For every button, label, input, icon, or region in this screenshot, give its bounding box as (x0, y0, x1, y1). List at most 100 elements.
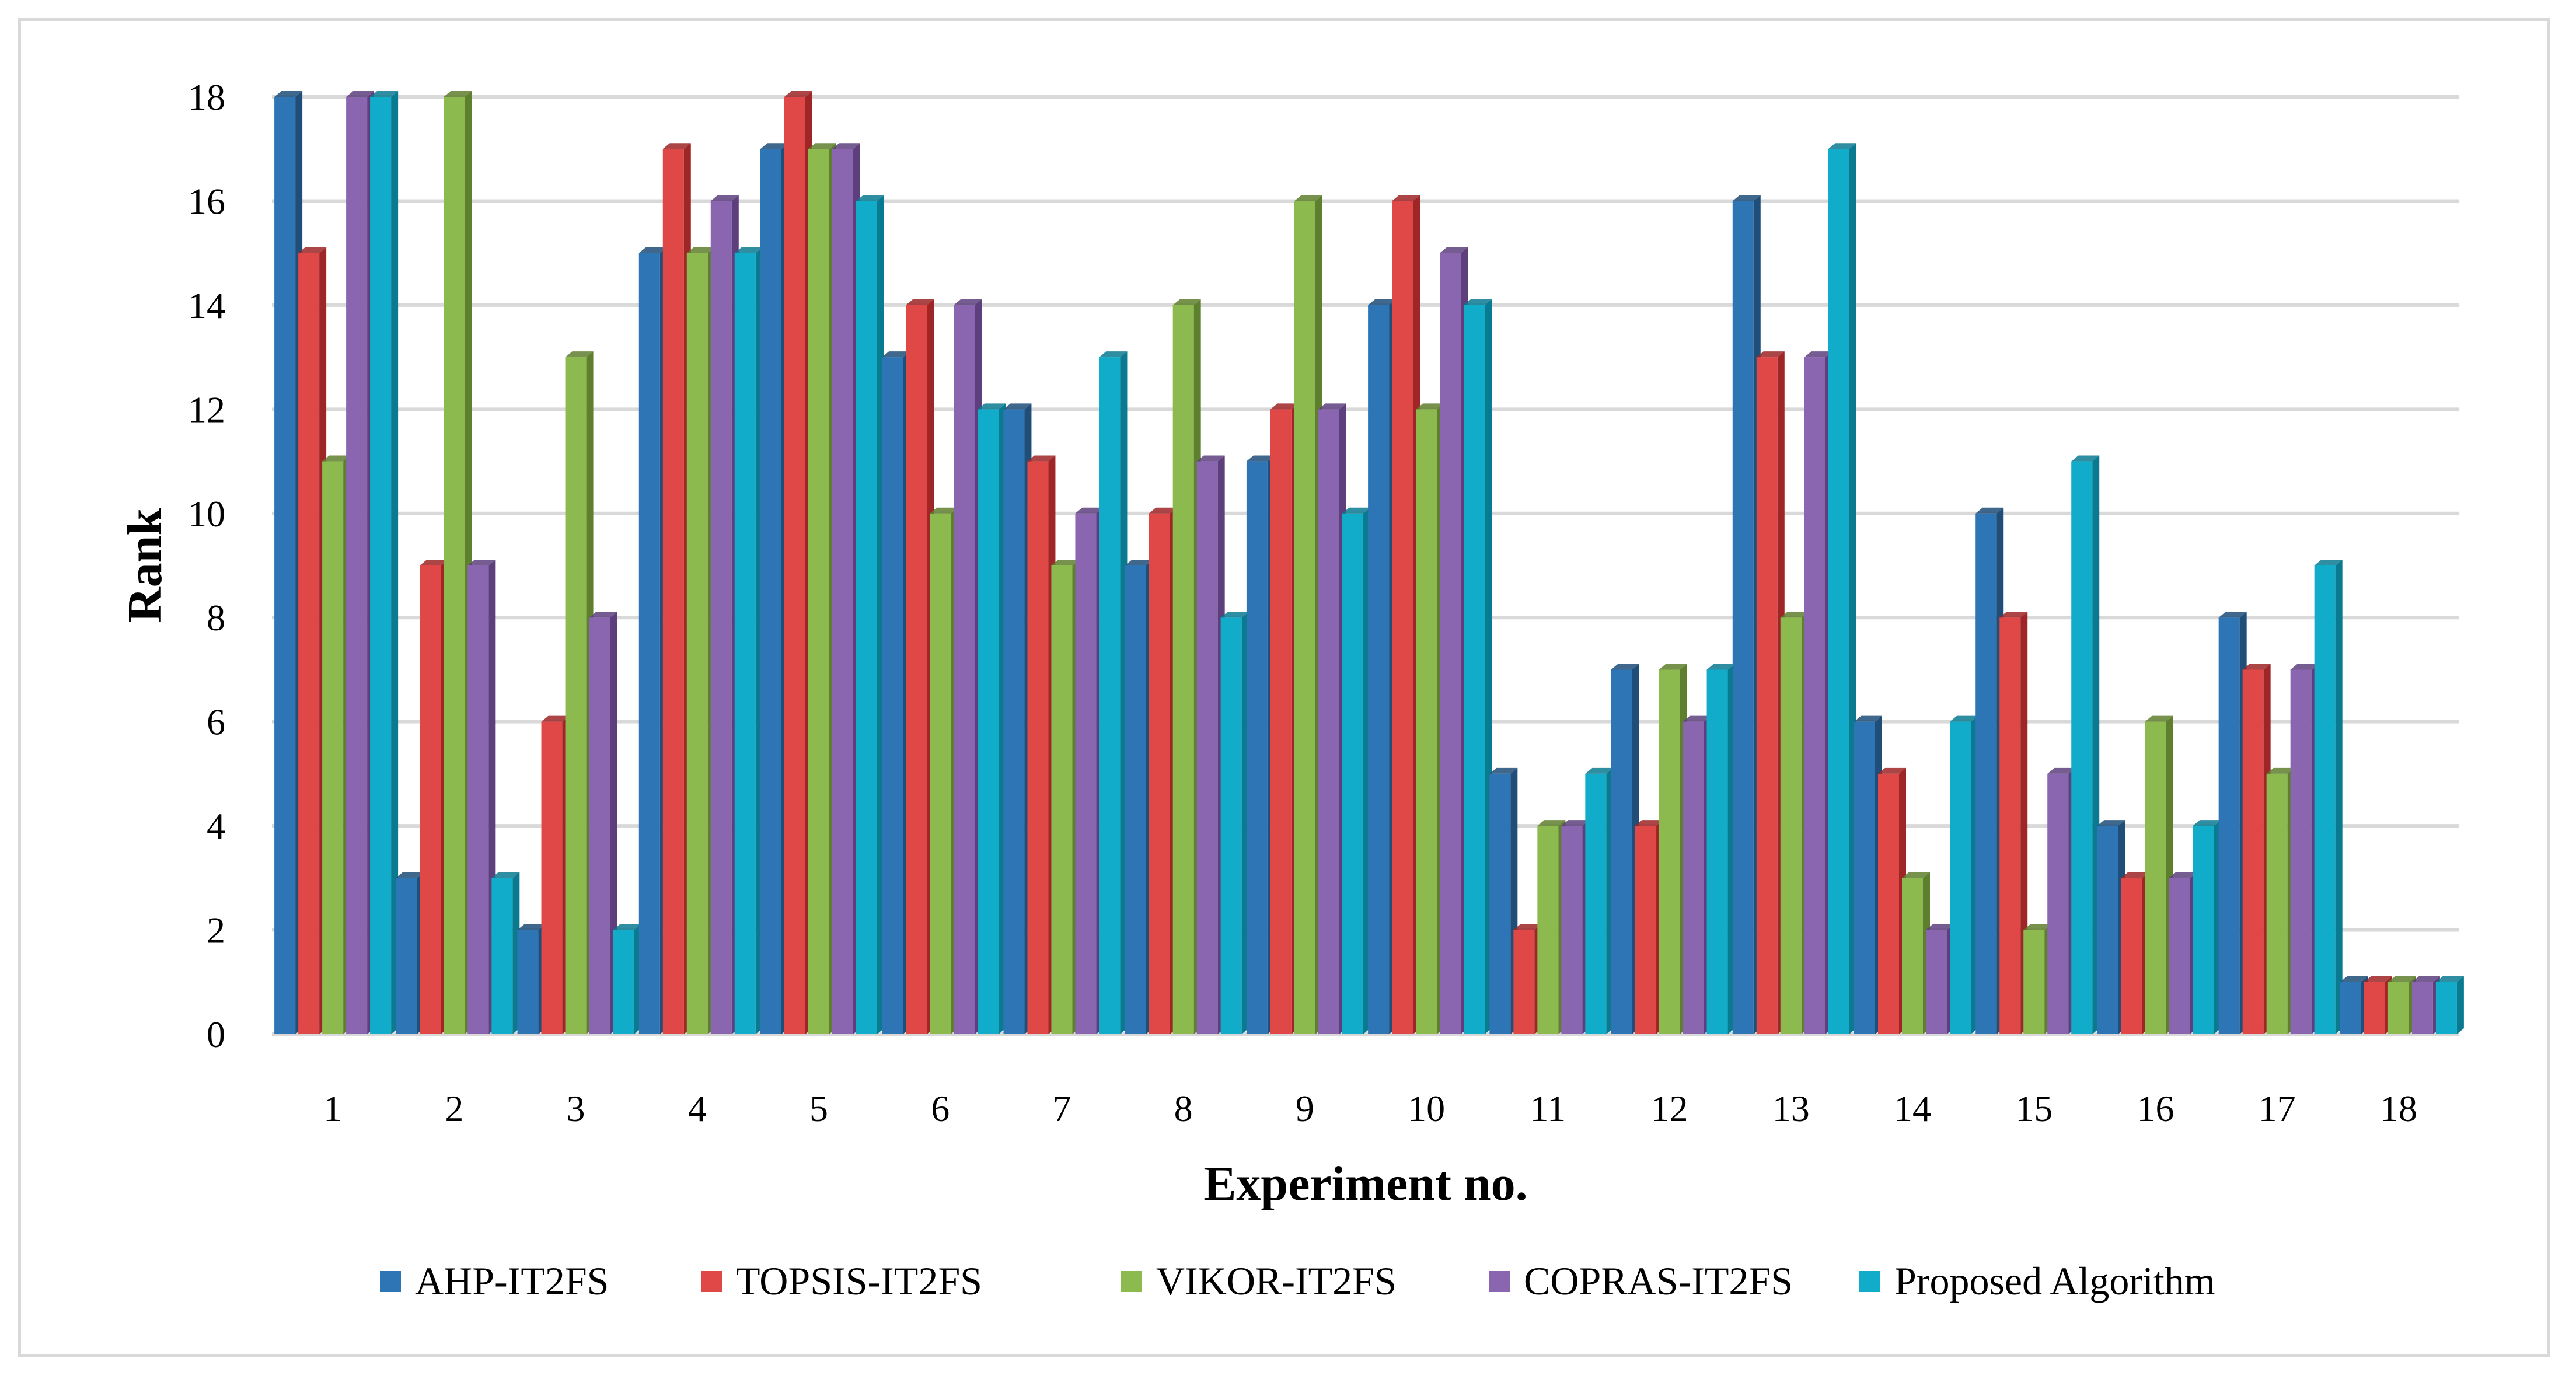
bar-top (1489, 767, 1518, 774)
bar-vikor-it2fs-exp-4 (686, 247, 715, 1035)
bar-side (391, 91, 399, 1034)
bar-front (2314, 565, 2336, 1034)
bar-ahp-it2fs-exp-14 (1854, 715, 1882, 1034)
x-tick-label: 3 (567, 1088, 585, 1129)
bar-top (1318, 403, 1346, 410)
y-tick-label: 2 (207, 910, 225, 951)
bar-top (1172, 299, 1201, 305)
bar-top (1854, 715, 1882, 722)
bar-front (2411, 982, 2433, 1034)
bar-front (541, 721, 563, 1034)
bar-copras-it2fs-exp-3 (589, 612, 617, 1034)
bar-front (1683, 721, 1704, 1034)
bar-top (2340, 976, 2368, 982)
bar-top (1220, 612, 1249, 618)
bar-top (1780, 612, 1809, 618)
bar-top (1342, 507, 1370, 514)
bar-ahp-it2fs-exp-8 (1125, 560, 1153, 1034)
bar-top (1513, 924, 1542, 930)
bar-front (2097, 826, 2118, 1034)
bar-front (1125, 565, 1146, 1034)
y-tick-label: 4 (207, 805, 225, 847)
x-tick-label: 4 (688, 1088, 707, 1129)
bar-front (1149, 513, 1170, 1034)
bar-front (370, 97, 392, 1034)
bar-top (1246, 455, 1275, 462)
bar-front (1172, 305, 1194, 1034)
bar-front (1003, 409, 1025, 1035)
bar-proposed-algorithm-exp-13 (1828, 143, 1856, 1035)
x-tick-label: 1 (323, 1088, 342, 1129)
bar-top (322, 455, 351, 462)
bar-top (467, 560, 496, 565)
bar-topsis-it2fs-exp-13 (1756, 351, 1785, 1034)
bar-front (686, 253, 708, 1035)
bar-proposed-algorithm-exp-17 (2314, 560, 2343, 1034)
chart-frame: 0 2 4 6 8 10 12 14 16 18 1 2 3 4 5 6 7 8 9 10 11 12 13 14 15 16 1… (18, 18, 2550, 1357)
bar-ahp-it2fs-exp-17 (2218, 612, 2247, 1034)
bar-topsis-it2fs-exp-4 (662, 143, 691, 1035)
bar-copras-it2fs-exp-18 (2411, 976, 2440, 1034)
bar-top (734, 247, 763, 253)
bar-front (2340, 982, 2361, 1034)
y-tick-label: 18 (188, 76, 225, 118)
legend-item: VIKOR-IT2FS (1121, 1259, 1397, 1303)
bar-topsis-it2fs-exp-18 (2364, 976, 2392, 1034)
bar-ahp-it2fs-exp-7 (1003, 403, 1032, 1035)
bar-top (1099, 351, 1128, 358)
bar-ahp-it2fs-exp-5 (760, 143, 788, 1035)
bar-front (2071, 461, 2093, 1034)
y-axis-title: Rank (118, 508, 172, 623)
bar-proposed-algorithm-exp-16 (2193, 820, 2221, 1034)
bar-top (662, 143, 691, 149)
x-tick-label: 10 (1408, 1088, 1445, 1129)
bar-front (1027, 461, 1049, 1034)
bar-top (808, 143, 836, 149)
legend-item: Proposed Algorithm (1859, 1259, 2215, 1303)
bar-front (1561, 826, 1583, 1034)
legend-item: COPRAS-IT2FS (1489, 1259, 1793, 1303)
bar-front (2047, 773, 2069, 1034)
bar-front (1513, 930, 1535, 1034)
bar-front (832, 149, 853, 1035)
bar-topsis-it2fs-exp-12 (1635, 820, 1663, 1034)
bar-front (1220, 617, 1242, 1034)
bar-ahp-it2fs-exp-13 (1732, 195, 1761, 1034)
bar-front (1659, 669, 1680, 1034)
bar-top (1828, 143, 1856, 149)
bar-front (2435, 982, 2457, 1034)
bar-top (1196, 455, 1225, 462)
bar-front (1635, 826, 1656, 1034)
bar-top (1561, 820, 1590, 826)
x-tick-label: 9 (1296, 1088, 1314, 1129)
bar-front (784, 97, 805, 1034)
bar-ahp-it2fs-exp-2 (396, 872, 424, 1034)
bar-front (1392, 201, 1413, 1034)
x-tick-label: 5 (809, 1088, 828, 1129)
bar-top (1611, 664, 1639, 670)
bar-proposed-algorithm-exp-4 (734, 247, 763, 1035)
x-tick-label: 16 (2137, 1088, 2174, 1129)
bar-side (2456, 976, 2464, 1034)
bar-top (444, 91, 472, 97)
bar-top (638, 247, 667, 253)
bar-copras-it2fs-exp-14 (1926, 924, 1954, 1034)
legend-label: Proposed Algorithm (1894, 1259, 2215, 1303)
bar-top (589, 612, 617, 618)
bar-front (1051, 565, 1073, 1034)
bar-top (396, 872, 424, 878)
x-tick-label: 15 (2015, 1088, 2053, 1129)
bar-front (1075, 513, 1097, 1034)
bar-vikor-it2fs-exp-7 (1051, 560, 1080, 1034)
bar-copras-it2fs-exp-9 (1318, 403, 1346, 1035)
bar-ahp-it2fs-exp-16 (2097, 820, 2125, 1034)
bar-top (274, 91, 303, 97)
bar-ahp-it2fs-exp-12 (1611, 664, 1639, 1034)
bar-front (1196, 461, 1218, 1034)
legend-swatch (1121, 1271, 1142, 1292)
bar-top (1804, 351, 1832, 358)
bar-topsis-it2fs-exp-7 (1027, 455, 1056, 1034)
bar-front (565, 357, 587, 1034)
bar-front (2387, 982, 2409, 1034)
bar-top (1999, 612, 2028, 618)
